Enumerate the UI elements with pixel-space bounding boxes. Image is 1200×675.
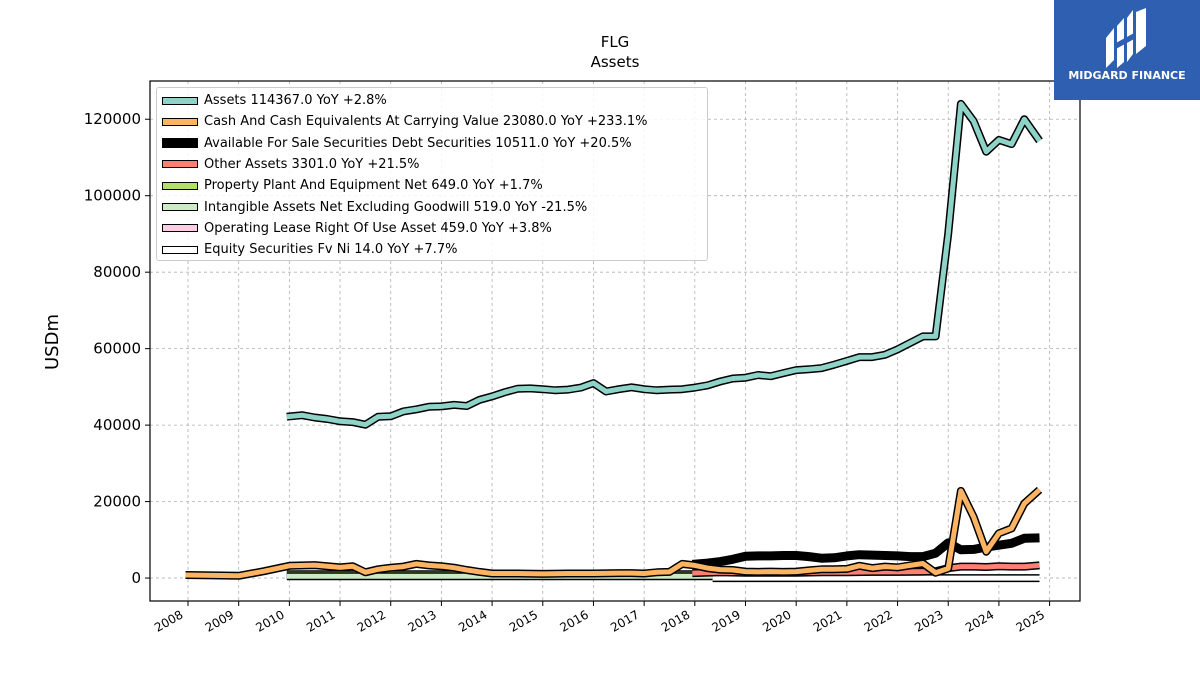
legend-label: Available For Sale Securities Debt Secur… xyxy=(204,135,632,151)
legend-label: Intangible Assets Net Excluding Goodwill… xyxy=(204,199,588,215)
legend-item: Assets 114367.0 YoY +2.8% xyxy=(157,90,387,111)
legend-label: Equity Securities Fv Ni 14.0 YoY +7.7% xyxy=(204,242,458,258)
x-tick-label: 2022 xyxy=(862,607,895,634)
legend-label: Operating Lease Right Of Use Asset 459.0… xyxy=(204,220,552,236)
legend-item: Equity Securities Fv Ni 14.0 YoY +7.7% xyxy=(157,239,457,260)
legend-item: Available For Sale Securities Debt Secur… xyxy=(157,133,632,154)
legend-swatch xyxy=(162,138,198,149)
brand-name: MIDGARD FINANCE xyxy=(1068,69,1186,82)
y-tick-label: 100000 xyxy=(84,187,141,205)
legend-swatch xyxy=(162,203,198,211)
x-tick-label: 2008 xyxy=(152,607,185,634)
legend-swatch xyxy=(162,160,198,169)
x-tick-label: 2023 xyxy=(912,607,945,634)
x-tick-label: 2016 xyxy=(558,607,591,634)
legend-item: Cash And Cash Equivalents At Carrying Va… xyxy=(157,111,647,132)
chart-subtitle: Assets xyxy=(591,53,640,71)
x-tick-label: 2019 xyxy=(710,607,743,634)
series-0-line xyxy=(286,101,1042,428)
x-tick-label: 2010 xyxy=(253,607,286,634)
legend-item: Intangible Assets Net Excluding Goodwill… xyxy=(157,197,587,218)
legend-swatch xyxy=(162,117,198,126)
chart-title: FLG xyxy=(601,33,630,51)
series-layer xyxy=(185,99,1043,583)
x-tick-label: 2015 xyxy=(507,607,540,634)
y-axis-label: USDm xyxy=(42,314,63,370)
x-tick-label: 2009 xyxy=(203,607,236,634)
y-tick-label: 120000 xyxy=(84,110,141,128)
legend-label: Cash And Cash Equivalents At Carrying Va… xyxy=(204,114,648,130)
x-tick-label: 2014 xyxy=(456,607,489,634)
x-tick-label: 2017 xyxy=(608,607,641,634)
x-tick-label: 2021 xyxy=(811,607,844,634)
x-tick-label: 2024 xyxy=(963,607,996,634)
y-tick-label: 60000 xyxy=(93,340,141,358)
y-tick-label: 20000 xyxy=(93,493,141,511)
legend-swatch xyxy=(162,224,198,233)
legend-item: Property Plant And Equipment Net 649.0 Y… xyxy=(157,175,543,196)
legend-item: Operating Lease Right Of Use Asset 459.0… xyxy=(157,218,552,239)
y-tick-label: 40000 xyxy=(93,416,141,434)
x-tick-label: 2020 xyxy=(760,607,793,634)
x-tick-label: 2013 xyxy=(405,607,438,634)
legend-item: Other Assets 3301.0 YoY +21.5% xyxy=(157,154,420,175)
x-tick-label: 2025 xyxy=(1014,607,1047,634)
x-tick-label: 2018 xyxy=(659,607,692,634)
legend-swatch xyxy=(162,181,198,190)
y-tick-label: 0 xyxy=(131,569,141,587)
midgard-logo-icon xyxy=(1106,8,1146,68)
legend-label: Property Plant And Equipment Net 649.0 Y… xyxy=(204,178,543,194)
brand-logo: MIDGARD FINANCE xyxy=(1054,0,1200,100)
plot-frame xyxy=(149,80,1081,602)
x-tick-label: 2012 xyxy=(355,607,388,634)
chart-legend: Assets 114367.0 YoY +2.8% Cash And Cash E… xyxy=(156,87,708,261)
series-1-line xyxy=(185,487,1042,579)
legend-label: Assets 114367.0 YoY +2.8% xyxy=(204,93,387,108)
legend-label: Other Assets 3301.0 YoY +21.5% xyxy=(204,156,420,172)
x-tick-label: 2011 xyxy=(304,607,337,634)
legend-swatch xyxy=(162,245,198,254)
legend-swatch xyxy=(162,96,198,105)
series-2-line xyxy=(691,533,1040,569)
y-tick-label: 80000 xyxy=(93,263,141,281)
